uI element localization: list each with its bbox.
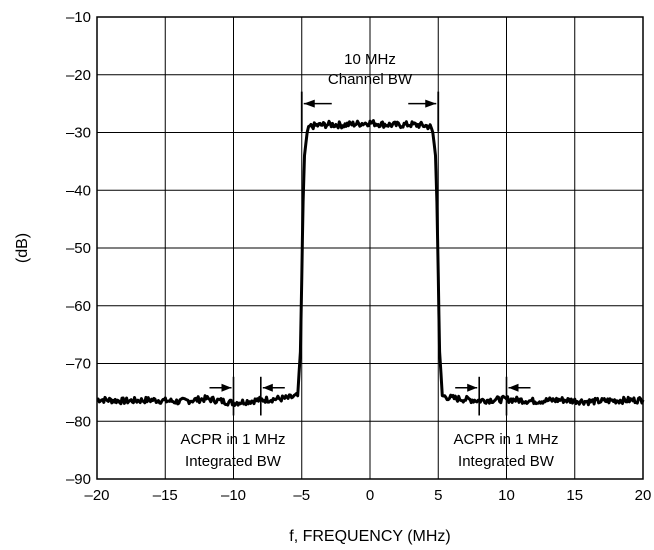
x-tick-label: 15 [566,487,583,504]
x-tick-label: 5 [434,487,442,504]
series-group [96,119,645,407]
y-tick-label: –60 [66,298,91,315]
acpr-left-label-line2: Integrated BW [185,453,282,470]
x-axis-label: f, FREQUENCY (MHz) [289,528,450,545]
x-tick-label: –10 [221,487,246,504]
channel-bw-label-line2: Channel BW [328,71,413,88]
acpr-left-left-arrowhead [221,383,232,392]
y-tick-label: –90 [66,471,91,488]
x-tick-label: –5 [293,487,310,504]
acpr-right-left-arrowhead [467,383,478,392]
acpr-right-label-line2: Integrated BW [458,453,555,470]
y-tick-label: –80 [66,413,91,430]
x-tick-label: 0 [366,487,374,504]
acpr-right-annotation: ACPR in 1 MHz Integrated BW [453,376,559,470]
channel-bw-right-arrowhead [425,99,437,108]
series-line [96,119,645,407]
y-tick-label: –30 [66,125,91,142]
acpr-left-annotation: ACPR in 1 MHz Integrated BW [180,376,286,470]
y-tick-label: –40 [66,182,91,199]
y-axis-label: (dB) [14,233,31,263]
channel-bw-annotation: 10 MHz Channel BW [300,51,440,132]
channel-bw-label-line1: 10 MHz [344,51,396,68]
y-tick-label: –50 [66,240,91,257]
y-tick-labels: –10 –20 –30 –40 –50 –60 –70 –80 –90 [66,9,91,488]
acpr-right-label-line1: ACPR in 1 MHz [453,431,558,448]
x-tick-labels: –20 –15 –10 –5 0 5 10 15 20 [84,487,651,504]
x-tick-label: 10 [498,487,515,504]
acpr-left-label-line1: ACPR in 1 MHz [180,431,285,448]
channel-bw-left-arrowhead [303,99,315,108]
y-tick-label: –70 [66,356,91,373]
y-tick-label: –20 [66,67,91,84]
acpr-left-right-arrowhead [262,383,273,392]
x-tick-label: 20 [635,487,652,504]
y-tick-label: –10 [66,9,91,26]
x-tick-label: –20 [84,487,109,504]
acpr-right-right-arrowhead [508,383,519,392]
x-tick-label: –15 [153,487,178,504]
